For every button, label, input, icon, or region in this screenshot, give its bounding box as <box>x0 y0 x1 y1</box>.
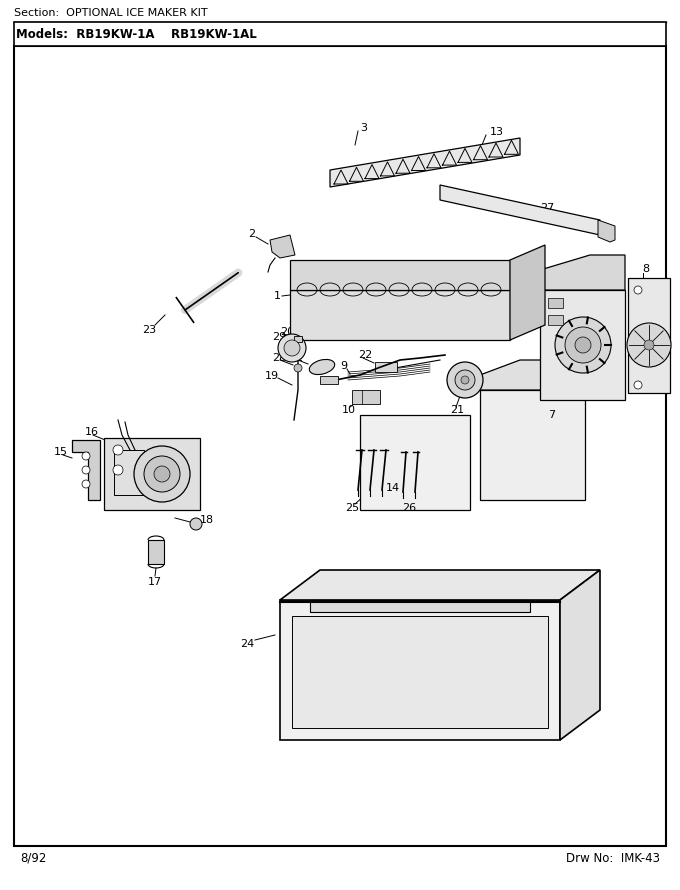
Polygon shape <box>440 185 600 235</box>
Circle shape <box>284 340 300 356</box>
Bar <box>360 415 470 510</box>
Bar <box>628 278 670 393</box>
Text: 14: 14 <box>386 483 400 493</box>
Text: 22: 22 <box>358 350 372 360</box>
Polygon shape <box>510 245 545 340</box>
Polygon shape <box>280 570 600 600</box>
Circle shape <box>627 323 671 367</box>
Bar <box>14 22 666 46</box>
Text: 5: 5 <box>545 267 552 277</box>
Ellipse shape <box>309 360 335 375</box>
Bar <box>320 376 338 384</box>
Text: 1: 1 <box>274 291 281 301</box>
Circle shape <box>82 480 90 488</box>
Text: Models:  RB19KW-1A    RB19KW-1AL: Models: RB19KW-1A RB19KW-1AL <box>16 28 257 41</box>
Text: Section:  OPTIONAL ICE MAKER KIT: Section: OPTIONAL ICE MAKER KIT <box>14 8 207 18</box>
Text: 6: 6 <box>528 279 535 289</box>
Bar <box>480 390 585 500</box>
Text: 3: 3 <box>360 123 367 133</box>
Circle shape <box>634 381 642 389</box>
Circle shape <box>278 334 306 362</box>
Circle shape <box>565 327 601 363</box>
Text: 10: 10 <box>342 405 356 415</box>
Bar <box>14 46 666 846</box>
Text: 9: 9 <box>340 361 347 371</box>
Polygon shape <box>560 570 600 740</box>
Bar <box>548 315 563 325</box>
Circle shape <box>555 317 611 373</box>
Circle shape <box>575 337 591 353</box>
Polygon shape <box>540 255 625 290</box>
Polygon shape <box>104 438 200 510</box>
Text: 20: 20 <box>280 327 294 337</box>
Polygon shape <box>290 290 510 340</box>
Polygon shape <box>290 260 510 290</box>
Text: 23: 23 <box>142 325 156 335</box>
Circle shape <box>461 376 469 384</box>
Text: 7: 7 <box>548 410 555 420</box>
Circle shape <box>154 466 170 482</box>
Text: 8: 8 <box>642 264 649 274</box>
Polygon shape <box>72 440 100 500</box>
Bar <box>540 290 625 400</box>
Text: 4: 4 <box>548 307 555 317</box>
Bar <box>375 362 397 372</box>
Circle shape <box>113 465 123 475</box>
Bar <box>548 298 563 308</box>
Text: 18: 18 <box>200 515 214 525</box>
Circle shape <box>82 466 90 474</box>
Text: 2: 2 <box>248 229 255 239</box>
Text: 17: 17 <box>148 577 162 587</box>
Circle shape <box>294 364 302 372</box>
Polygon shape <box>280 600 560 740</box>
Text: 16: 16 <box>85 427 99 437</box>
Circle shape <box>644 340 654 350</box>
Text: 25: 25 <box>345 503 359 513</box>
Text: 24: 24 <box>240 639 254 649</box>
Polygon shape <box>598 220 615 242</box>
Text: 21: 21 <box>450 405 464 415</box>
Bar <box>148 540 164 564</box>
Text: 13: 13 <box>490 127 504 137</box>
Text: 29: 29 <box>272 332 286 342</box>
Circle shape <box>113 445 123 455</box>
Polygon shape <box>292 616 548 728</box>
Bar <box>114 450 144 495</box>
Text: 11: 11 <box>558 273 572 283</box>
Polygon shape <box>480 360 585 390</box>
Polygon shape <box>330 138 520 187</box>
Circle shape <box>134 446 190 502</box>
Circle shape <box>455 370 475 390</box>
Polygon shape <box>310 600 530 612</box>
Circle shape <box>144 456 180 492</box>
Text: 15: 15 <box>54 447 68 457</box>
Text: 27: 27 <box>540 203 554 213</box>
Text: Drw No:  IMK-43: Drw No: IMK-43 <box>566 852 660 864</box>
Bar <box>352 390 380 404</box>
Text: 19: 19 <box>265 371 279 381</box>
Circle shape <box>634 286 642 294</box>
Bar <box>294 336 302 342</box>
Circle shape <box>190 518 202 530</box>
Polygon shape <box>270 235 295 258</box>
Circle shape <box>82 452 90 460</box>
Text: 8/92: 8/92 <box>20 852 46 864</box>
Text: 28: 28 <box>272 353 286 363</box>
Text: 26: 26 <box>402 503 416 513</box>
Text: 12: 12 <box>290 353 304 363</box>
Circle shape <box>447 362 483 398</box>
